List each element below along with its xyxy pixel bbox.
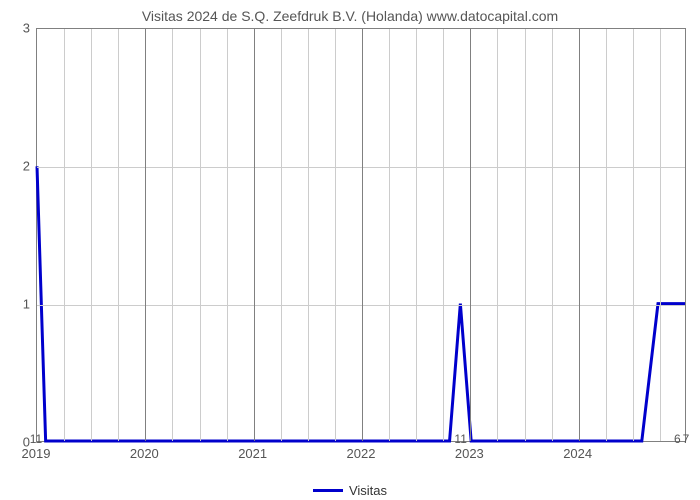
gridline-major-v [579,29,580,441]
gridline-minor-v [91,29,92,441]
legend-label: Visitas [349,483,387,498]
xtick-label: 2023 [455,446,484,461]
ytick-label: 2 [6,159,30,174]
gridline-minor-v [660,29,661,441]
gridline-minor-v [497,29,498,441]
xtick-label: 2024 [563,446,592,461]
ytick-label: 3 [6,21,30,36]
gridline-minor-v [227,29,228,441]
chart-container: Visitas 2024 de S.Q. Zeefdruk B.V. (Hola… [0,0,700,500]
gridline-minor-v [443,29,444,441]
plot-area [36,28,686,442]
series-line [37,166,685,441]
gridline-major-v [254,29,255,441]
legend: Visitas [0,483,700,498]
gridline-minor-v [389,29,390,441]
gridline-h [37,305,685,306]
gridline-major-v [145,29,146,441]
gridline-minor-v [416,29,417,441]
gridline-minor-v [64,29,65,441]
gridline-major-v [362,29,363,441]
line-series [37,29,685,441]
gridline-minor-v [335,29,336,441]
data-annotation: 7 [683,432,690,446]
gridline-minor-v [606,29,607,441]
data-annotation: 11 [30,432,42,446]
xtick-label: 2020 [130,446,159,461]
legend-swatch [313,489,343,492]
xtick-label: 2022 [347,446,376,461]
chart-title: Visitas 2024 de S.Q. Zeefdruk B.V. (Hola… [0,8,700,24]
gridline-minor-v [525,29,526,441]
xtick-label: 2019 [22,446,51,461]
gridline-h [37,167,685,168]
gridline-minor-v [552,29,553,441]
data-annotation: 6 [674,432,681,446]
xtick-label: 2021 [238,446,267,461]
gridline-minor-v [200,29,201,441]
gridline-minor-v [308,29,309,441]
gridline-minor-v [118,29,119,441]
gridline-minor-v [281,29,282,441]
ytick-label: 1 [6,297,30,312]
gridline-minor-v [172,29,173,441]
data-annotation: 11 [454,432,466,446]
gridline-minor-v [633,29,634,441]
gridline-major-v [470,29,471,441]
